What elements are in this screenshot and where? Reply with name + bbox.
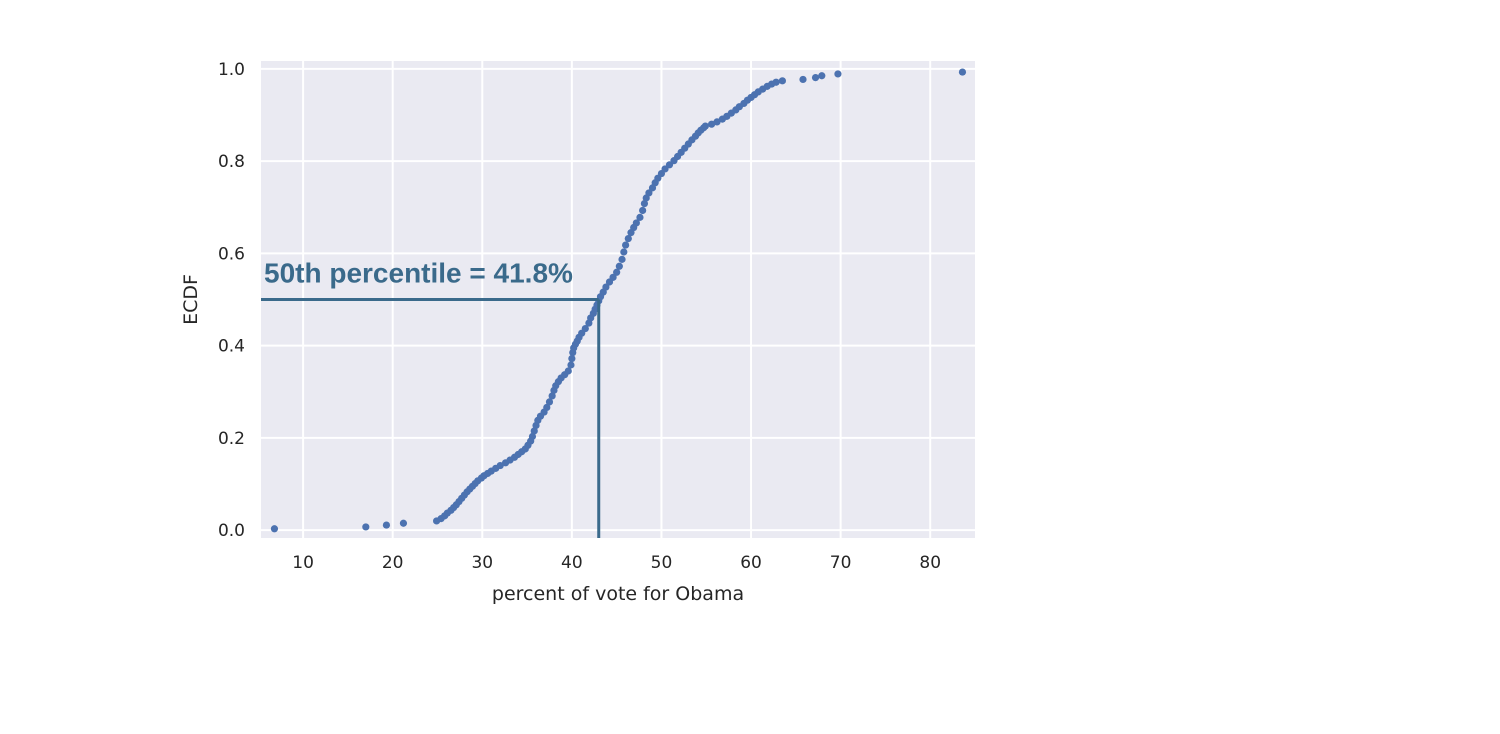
data-point <box>609 273 617 281</box>
y-tick-label: 0.4 <box>218 337 245 357</box>
x-tick-label: 30 <box>471 553 493 573</box>
data-point <box>639 206 647 215</box>
y-tick-label: 0.8 <box>218 152 245 172</box>
data-point <box>528 432 537 441</box>
data-point <box>958 68 967 76</box>
data-point <box>701 122 709 130</box>
x-tick-label: 70 <box>830 553 852 573</box>
data-point <box>778 77 786 85</box>
y-tick-label: 0.2 <box>218 429 245 449</box>
data-point <box>708 120 716 128</box>
x-axis-label: percent of vote for Obama <box>492 583 744 605</box>
data-point <box>270 525 279 533</box>
data-point <box>399 519 408 527</box>
data-point <box>382 521 391 529</box>
x-tick-label: 20 <box>382 553 404 573</box>
y-tick-labels: 0.0 0.2 0.4 0.6 0.8 1.0 <box>218 60 245 541</box>
data-point <box>564 367 572 375</box>
data-point <box>799 75 807 84</box>
data-point <box>811 74 820 82</box>
data-point <box>636 213 644 221</box>
percentile-annotation: 50th percentile = 41.8% <box>261 258 601 538</box>
y-tick-label: 0.0 <box>218 521 245 541</box>
x-tick-labels: 10 20 30 40 50 60 70 80 <box>292 553 941 573</box>
data-point <box>543 403 551 412</box>
data-point <box>620 248 628 256</box>
percentile-annotation-text: 50th percentile = 41.8% <box>264 258 573 289</box>
data-point <box>613 268 621 276</box>
data-point <box>772 78 780 86</box>
x-tick-label: 50 <box>651 553 673 573</box>
x-tick-label: 80 <box>919 553 941 573</box>
data-point <box>818 72 826 80</box>
data-point <box>568 354 576 363</box>
x-tick-label: 60 <box>740 553 762 573</box>
data-point <box>624 235 632 243</box>
y-tick-label: 1.0 <box>218 60 245 80</box>
data-point <box>640 199 649 208</box>
data-point <box>645 189 653 197</box>
data-point <box>567 361 575 369</box>
data-point <box>618 255 626 263</box>
data-point <box>622 241 630 249</box>
data-point <box>362 523 370 531</box>
data-point <box>545 398 554 406</box>
data-point <box>834 70 842 78</box>
data-point <box>581 324 589 333</box>
x-tick-label: 10 <box>292 553 314 573</box>
data-point <box>713 118 721 126</box>
data-point <box>530 427 538 435</box>
data-point <box>548 392 556 400</box>
y-axis-label: ECDF <box>180 274 202 325</box>
data-point <box>602 283 610 291</box>
data-point <box>615 262 623 270</box>
data-point <box>496 461 504 470</box>
data-point <box>632 219 640 227</box>
y-tick-label: 0.6 <box>218 244 245 264</box>
x-tick-label: 40 <box>561 553 583 573</box>
